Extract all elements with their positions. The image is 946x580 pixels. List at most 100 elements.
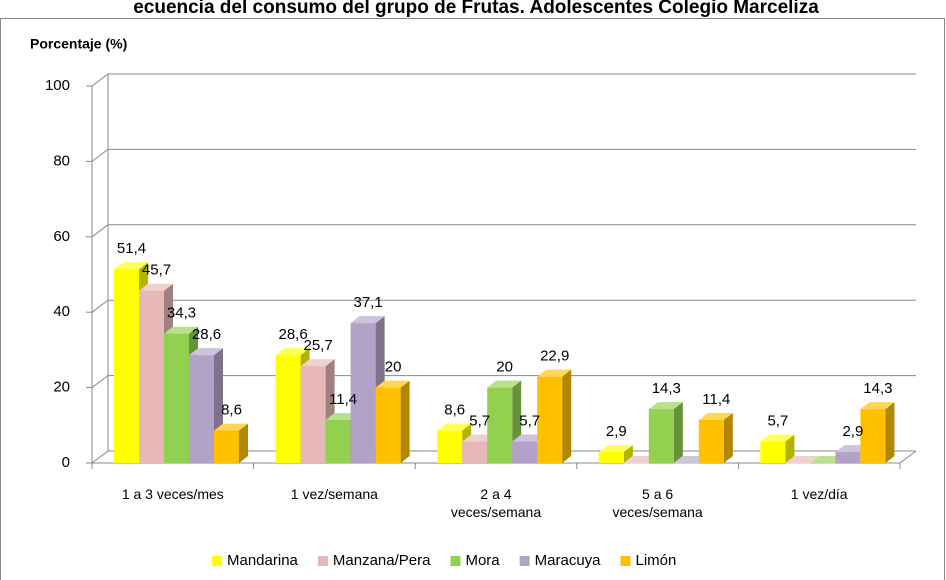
bar (462, 441, 488, 463)
x-tick-label-box: 1 a 3 veces/mes (121, 486, 224, 502)
bar (437, 430, 463, 463)
bar-top (785, 456, 820, 463)
grid-line (91, 299, 916, 313)
legend-swatch (450, 556, 461, 566)
bar (512, 441, 538, 463)
bar-top (189, 348, 223, 356)
data-label: 20 (496, 359, 513, 376)
bar (214, 430, 239, 463)
x-tick-label-box: 1 vez/semana (290, 486, 378, 502)
legend-label: Mora (465, 552, 500, 569)
y-tick-label: 60 (53, 228, 70, 245)
data-label: 2,9 (842, 423, 863, 440)
data-label: 37,1 (353, 294, 382, 311)
bar (648, 409, 674, 463)
bar (375, 387, 401, 463)
bar (810, 463, 836, 464)
y-tick-label: 80 (53, 152, 70, 169)
legend-swatch (519, 556, 530, 566)
data-label: 5,7 (767, 412, 788, 429)
legend-label: Limón (636, 552, 677, 569)
data-label: 34,3 (167, 305, 196, 322)
data-label: 28,6 (278, 326, 307, 343)
x-tick-label: 2 a 4 veces/semana (450, 486, 542, 520)
data-label: 25,7 (303, 337, 332, 354)
bar-side (400, 380, 410, 463)
chart-title: ecuencia del consumo del grupo de Frutas… (133, 0, 819, 18)
data-label: 8,6 (444, 402, 465, 419)
x-tick-label-box: 2 a 4 veces/semana (450, 486, 542, 520)
bar (164, 333, 189, 463)
legend-label: Maracuya (535, 552, 602, 569)
bar-top (350, 316, 385, 324)
data-label: 51,4 (117, 240, 146, 257)
bar-top (139, 283, 173, 291)
bar-top (164, 326, 198, 334)
bar (860, 409, 886, 463)
data-label: 11,4 (329, 391, 357, 408)
grid-line (91, 375, 916, 389)
y-tick-label: 40 (53, 303, 70, 320)
y-tick-label: 0 (62, 454, 70, 471)
bar-top (487, 380, 522, 388)
data-label: 45,7 (142, 262, 171, 279)
bar-top (648, 402, 683, 410)
bar-top (860, 402, 895, 410)
bar-side (885, 402, 895, 463)
grid-line (91, 73, 916, 87)
bar (598, 452, 624, 463)
data-label: 5,7 (469, 412, 490, 429)
legend-swatch (317, 556, 328, 566)
bar (673, 463, 699, 464)
bar-top (537, 369, 572, 377)
data-label: 11,4 (702, 391, 730, 408)
bar (760, 441, 786, 463)
bar-top (275, 348, 310, 356)
y-axis-label: Porcentaje (%) (30, 36, 127, 52)
y-tick-label: 20 (53, 379, 70, 396)
y-tick-label: 100 (45, 77, 70, 94)
legend-label: Mandarina (227, 552, 299, 569)
bar-side (239, 423, 248, 463)
x-tick-label: 1 vez/semana (290, 486, 378, 502)
bar-side (623, 445, 633, 463)
legend-swatch (620, 556, 631, 566)
bar (487, 387, 513, 463)
legend-swatch (212, 556, 222, 566)
bar (835, 452, 861, 463)
bar-top (300, 359, 335, 367)
bar-top (114, 262, 148, 270)
data-label: 28,6 (192, 326, 221, 343)
data-label: 2,9 (606, 423, 627, 440)
data-label: 14,3 (863, 380, 892, 397)
bar-top (698, 413, 733, 421)
bar (325, 420, 351, 463)
data-label: 5,7 (519, 412, 540, 429)
bar-top (437, 423, 472, 431)
bar (785, 463, 811, 464)
x-tick-label: 1 a 3 veces/mes (121, 486, 224, 502)
bar (139, 290, 164, 463)
bar-top (760, 434, 795, 442)
bar (350, 323, 376, 463)
bar (537, 376, 563, 463)
bar (114, 269, 139, 463)
x-tick-label: 5 a 6 veces/semana (612, 486, 703, 520)
x-tick-label-box: 5 a 6 veces/semana (612, 486, 703, 520)
bar (623, 463, 649, 464)
bar (275, 355, 301, 463)
bar-top (214, 423, 248, 431)
grid-line (91, 148, 916, 162)
bar (300, 366, 326, 463)
legend-label: Manzana/Pera (333, 552, 431, 569)
bar-side (673, 402, 683, 463)
data-label: 22,9 (540, 348, 569, 365)
bar (189, 355, 214, 463)
grid-line (91, 450, 916, 464)
bar-top (598, 445, 633, 453)
bar-top (375, 380, 410, 388)
data-label: 8,6 (221, 402, 242, 419)
x-tick-label-box: 1 vez/día (791, 486, 848, 502)
bar-side (562, 369, 572, 463)
